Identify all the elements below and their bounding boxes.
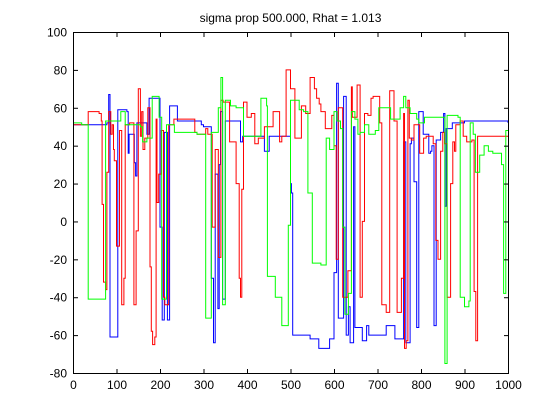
chart-title: sigma prop 500.000, Rhat = 1.013 [200,11,382,25]
x-tick-label: 0 [70,378,77,392]
y-tick-label: 100 [47,26,67,40]
y-tick-label: -40 [50,291,68,305]
x-tick-label: 500 [281,378,301,392]
y-tick-label: 40 [54,139,68,153]
series-line-1 [73,82,509,349]
series-layer [73,69,509,364]
x-tick-label: 600 [324,378,344,392]
x-tick-label: 200 [150,378,170,392]
y-tick-label: 0 [60,215,67,229]
y-tick-label: -80 [50,367,68,381]
series-line-3 [73,77,508,364]
y-tick-label: 60 [54,101,68,115]
y-tick-label: 20 [54,177,68,191]
y-tick-label: -20 [50,253,68,267]
series-line-2 [73,69,508,349]
x-tick-label: 300 [194,378,214,392]
x-tick-label: 800 [411,378,431,392]
x-tick-label: 1000 [495,378,522,392]
y-tick-label: 80 [54,63,68,77]
x-tick-label: 900 [455,378,475,392]
x-tick-label: 400 [237,378,257,392]
y-tick-label: -60 [50,329,68,343]
x-tick-label: 700 [368,378,388,392]
x-tick-label: 100 [107,378,127,392]
ticks-layer: 0 100 200 300 400 500 600 700 800 900 1000-80-60-4… [47,26,522,393]
